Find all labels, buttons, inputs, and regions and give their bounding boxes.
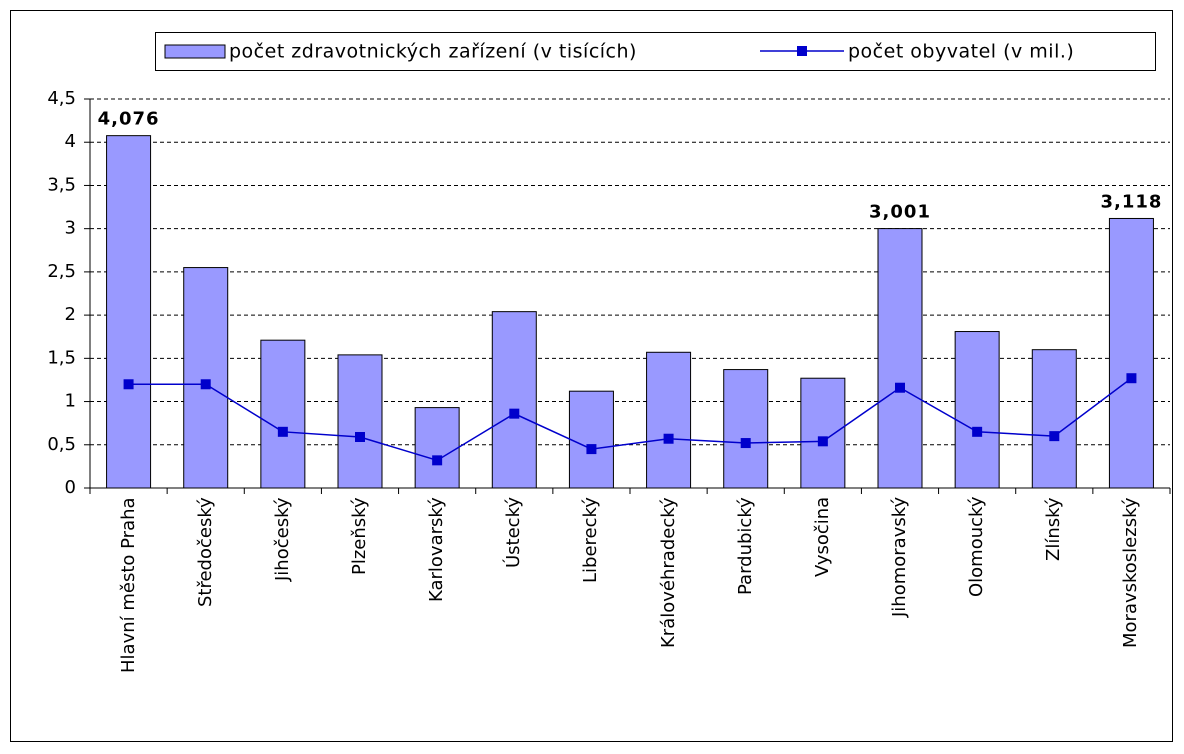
y-tick-label: 4 [65,131,76,152]
x-tick-label: Ústecký [503,497,525,569]
x-tick-label: Moravskoslezský [1120,497,1142,648]
bar [106,135,152,489]
bar [260,339,306,489]
bar [723,369,769,489]
bar [877,228,923,489]
legend-label: počet obyvatel (v mil.) [848,41,1074,63]
value-label: 3,001 [869,202,931,223]
y-tick-label: 0 [65,477,76,498]
x-tick-label: Jihočeský [271,497,293,581]
bar [1031,349,1077,489]
x-tick-label: Královéhradecký [657,497,679,648]
y-tick-label: 3,5 [47,174,76,195]
value-label: 4,076 [98,109,160,130]
x-tick-label: Středočeský [194,497,216,607]
line-marker [817,436,828,447]
x-tick-label: Hlavní město Praha [117,497,139,673]
line-marker [972,426,983,437]
y-tick-label: 0,5 [47,434,76,455]
bar [568,390,614,489]
bar [414,407,460,489]
line-marker [123,379,134,390]
line-marker [277,426,288,437]
bar [183,267,229,489]
bar [491,311,537,489]
bar [337,354,383,489]
y-tick-label: 4,5 [47,88,76,109]
line-marker [432,455,443,466]
line-marker [586,444,597,455]
y-tick-label: 3 [65,218,76,239]
x-tick-label: Karlovarský [426,497,448,602]
line-marker [509,408,520,419]
x-tick-label: Vysočina [811,497,833,578]
legend-swatch [164,44,226,59]
y-tick-label: 2,5 [47,261,76,282]
x-tick-label: Pardubický [734,497,756,595]
bar [800,377,846,489]
line-marker [1126,373,1137,384]
line [128,377,1132,462]
x-tick-label: Plzeňský [349,497,370,575]
legend-label: počet zdravotnických zařízení (v tisícíc… [229,41,637,63]
y-tick-label: 2 [65,304,76,325]
x-tick-label: Jihomoravský [889,497,910,618]
line-marker [200,379,211,390]
value-label: 3,118 [1100,191,1162,212]
x-tick-label: Olomoucký [966,497,988,598]
legend-marker [797,46,807,56]
line-marker [740,438,751,449]
line-marker [355,431,365,442]
x-tick-label: Zlínský [1043,497,1065,561]
legend-box [155,32,1156,71]
line-marker [1049,431,1060,442]
y-tick-label: 1 [65,391,76,412]
line-marker [895,382,905,393]
bar [646,351,692,489]
bar [954,331,1000,489]
x-tick-label: Liberecký [580,497,602,583]
bar [1108,217,1154,489]
line-marker [663,433,674,444]
y-tick-label: 1,5 [47,347,76,368]
